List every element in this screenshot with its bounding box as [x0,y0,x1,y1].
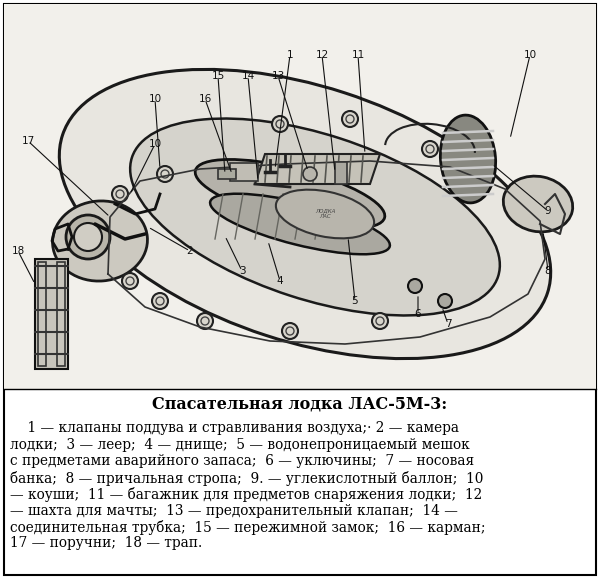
Circle shape [74,223,102,251]
Text: 17 — поручни;  18 — трап.: 17 — поручни; 18 — трап. [10,537,202,551]
Bar [38,262,46,366]
Circle shape [438,294,452,308]
Text: — коуши;  11 — багажник для предметов снаряжения лодки;  12: — коуши; 11 — багажник для предметов сна… [10,487,482,502]
Text: 16: 16 [199,94,212,104]
Circle shape [122,273,138,289]
Polygon shape [255,154,380,184]
Text: 6: 6 [415,309,421,319]
Circle shape [408,279,422,293]
Ellipse shape [130,119,500,316]
Polygon shape [35,259,68,369]
Ellipse shape [195,159,385,229]
Circle shape [422,141,438,157]
Text: 13: 13 [271,71,284,81]
Circle shape [342,111,358,127]
Bar [218,169,236,179]
Text: 14: 14 [241,71,254,81]
Text: 15: 15 [211,71,224,81]
Ellipse shape [210,194,390,254]
Text: 9: 9 [545,206,551,216]
Ellipse shape [53,201,148,281]
Circle shape [282,323,298,339]
Text: 7: 7 [445,319,451,329]
Text: лодки;  3 — леер;  4 — днище;  5 — водонепроницаемый мешок: лодки; 3 — леер; 4 — днище; 5 — водонепр… [10,438,470,452]
Text: Спасательная лодка ЛАС-5М-3:: Спасательная лодка ЛАС-5М-3: [152,395,448,412]
Text: 10: 10 [148,139,161,149]
Text: 8: 8 [545,266,551,276]
Ellipse shape [276,190,374,239]
Circle shape [372,313,388,329]
Circle shape [197,313,213,329]
Text: 2: 2 [187,246,193,256]
Text: 11: 11 [352,50,365,60]
Text: — шахта для мачты;  13 — предохранительный клапан;  14 —: — шахта для мачты; 13 — предохранительны… [10,504,458,518]
Text: 1 — клапаны поддува и стравливания воздуха;· 2 — камера: 1 — клапаны поддува и стравливания возду… [10,421,459,435]
Text: 4: 4 [277,276,283,286]
Circle shape [112,186,128,202]
Text: 3: 3 [239,266,245,276]
Text: 10: 10 [148,94,161,104]
Bar [4,4,596,389]
Text: 10: 10 [523,50,536,60]
Text: 5: 5 [352,296,358,306]
Ellipse shape [503,176,573,232]
Text: 1: 1 [287,50,293,60]
Circle shape [157,166,173,182]
Text: банка;  8 — причальная стропа;  9. — углекислотный баллон;  10: банка; 8 — причальная стропа; 9. — углек… [10,471,484,486]
Circle shape [66,215,110,259]
Text: с предметами аварийного запаса;  6 — уключины;  7 — носовая: с предметами аварийного запаса; 6 — уклю… [10,454,474,468]
Bar [335,162,347,184]
Text: ЛОДКА
ЛАС: ЛОДКА ЛАС [315,208,335,219]
Circle shape [152,293,168,309]
Text: соединительная трубка;  15 — пережимной замок;  16 — карман;: соединительная трубка; 15 — пережимной з… [10,520,485,535]
Text: 17: 17 [22,136,35,146]
Ellipse shape [440,115,496,203]
Bar [230,163,258,181]
Text: 12: 12 [316,50,329,60]
Ellipse shape [59,69,551,358]
Text: 18: 18 [11,246,25,256]
Circle shape [272,116,288,132]
Bar [57,262,65,366]
Circle shape [303,167,317,181]
